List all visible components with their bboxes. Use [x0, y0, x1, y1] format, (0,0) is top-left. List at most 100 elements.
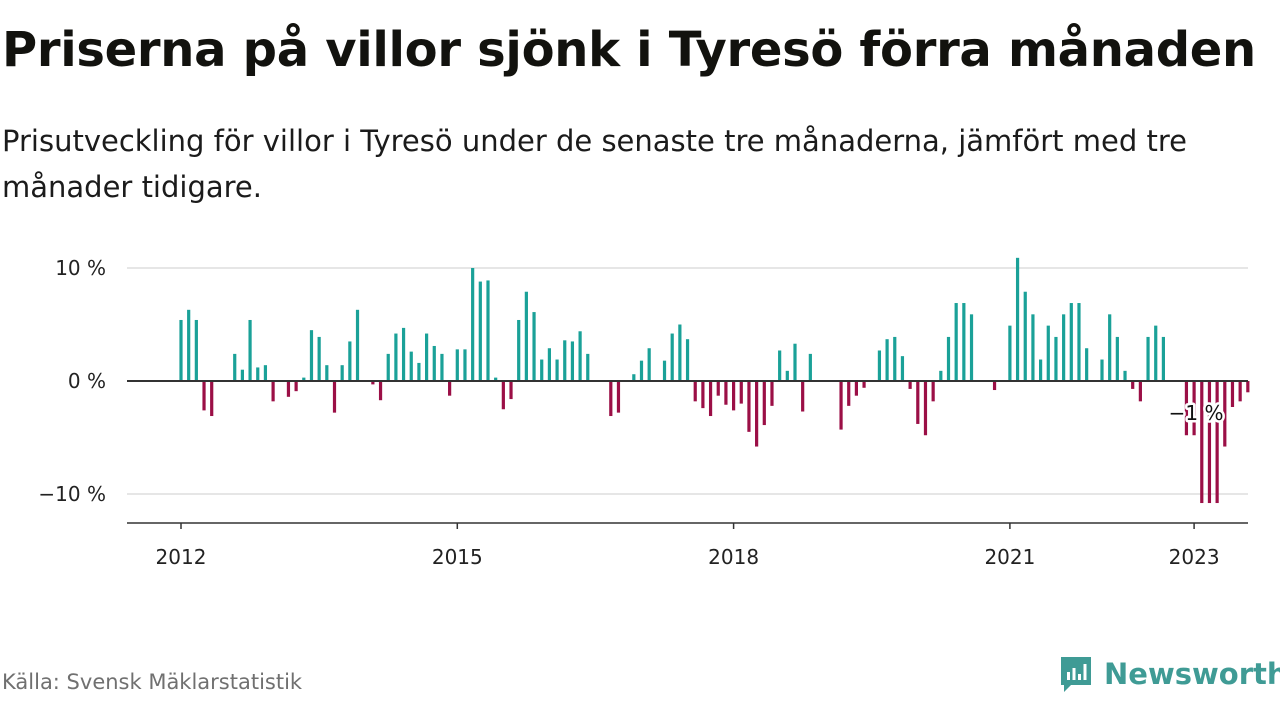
bar [808, 353, 812, 381]
bar [678, 324, 682, 381]
bar [524, 291, 528, 381]
bar [900, 356, 905, 381]
bar [1069, 303, 1073, 381]
bar [263, 365, 268, 381]
bar [394, 333, 398, 381]
bar [1184, 381, 1189, 436]
x-tick-label: 2018 [708, 545, 759, 569]
bar [908, 381, 912, 389]
bar [1031, 314, 1035, 381]
bar [1108, 314, 1112, 381]
bar [739, 381, 743, 404]
bar [555, 359, 559, 381]
bar [877, 350, 882, 381]
bar [202, 381, 206, 411]
bar [1115, 336, 1119, 381]
bar [1123, 370, 1127, 381]
y-tick-label: −10 % [38, 482, 106, 506]
bar [1200, 381, 1204, 504]
bar [248, 319, 252, 381]
bar [386, 353, 390, 381]
bar [1161, 336, 1165, 381]
bar [685, 339, 690, 381]
bar [455, 349, 459, 381]
bar [839, 381, 843, 430]
bar [1100, 359, 1104, 381]
bar [762, 381, 766, 426]
bar [233, 353, 237, 381]
bar [1023, 291, 1027, 381]
bar [862, 381, 866, 388]
bar-chart: 10 % 0 % −10 % 2012 2015 2018 2021 2023 −1 % [38, 256, 1250, 569]
bar [1008, 325, 1012, 381]
bar [1039, 359, 1043, 381]
bar [893, 336, 897, 381]
bar [1154, 325, 1158, 381]
bar [647, 348, 651, 381]
brand-name: Newsworthy [1104, 657, 1280, 691]
bar [409, 351, 413, 381]
x-tick-label: 2023 [1169, 545, 1220, 569]
bar [256, 367, 260, 381]
bar [778, 350, 782, 381]
y-tick-label: 0 % [68, 369, 106, 393]
bar [1015, 257, 1020, 381]
bar [271, 381, 275, 402]
bar [954, 303, 958, 381]
bar [1138, 381, 1142, 402]
x-tick-label: 2021 [984, 545, 1035, 569]
bar [378, 381, 383, 401]
bar [1054, 336, 1058, 381]
bar [417, 362, 421, 381]
bar [632, 374, 636, 381]
x-tick-label: 2012 [156, 545, 207, 569]
bar [355, 309, 360, 381]
bar [448, 381, 452, 396]
bar [1238, 381, 1242, 402]
bar [286, 381, 291, 397]
bars [179, 257, 1250, 504]
bar [931, 381, 935, 402]
bar [639, 360, 644, 381]
bar [662, 360, 667, 381]
bar [716, 381, 720, 396]
bar [693, 381, 697, 402]
bar [1192, 381, 1196, 436]
bar [732, 381, 736, 411]
bar [494, 377, 498, 381]
bar [992, 381, 997, 391]
bar [916, 381, 920, 424]
bar [478, 281, 482, 381]
bar [240, 369, 244, 381]
bar [440, 353, 444, 381]
bar [1215, 381, 1219, 504]
bar [609, 381, 613, 417]
bar [179, 319, 183, 381]
axes [127, 380, 1248, 529]
bar [885, 339, 889, 381]
chart-subtitle: Prisutveckling för villor i Tyresö under… [2, 124, 1187, 204]
bar [1207, 381, 1212, 504]
bar [348, 341, 352, 381]
bar [187, 309, 191, 381]
bar [401, 327, 406, 381]
bar [1077, 303, 1081, 381]
bar [509, 381, 513, 400]
bar [570, 341, 575, 381]
bar [854, 381, 858, 396]
bar [1223, 381, 1227, 447]
bar [1246, 381, 1250, 393]
bar [471, 268, 475, 381]
bar [747, 381, 751, 432]
bar [325, 365, 329, 381]
bar [1085, 348, 1089, 381]
bar [785, 370, 789, 381]
bar [708, 381, 713, 417]
bar [332, 381, 337, 413]
bar [309, 330, 314, 381]
bar [1131, 381, 1135, 389]
labels: 10 % 0 % −10 % 2012 2015 2018 2021 2023 −1 % [38, 256, 1226, 569]
bar [532, 312, 536, 381]
bar [969, 314, 974, 381]
bar [1062, 314, 1066, 381]
